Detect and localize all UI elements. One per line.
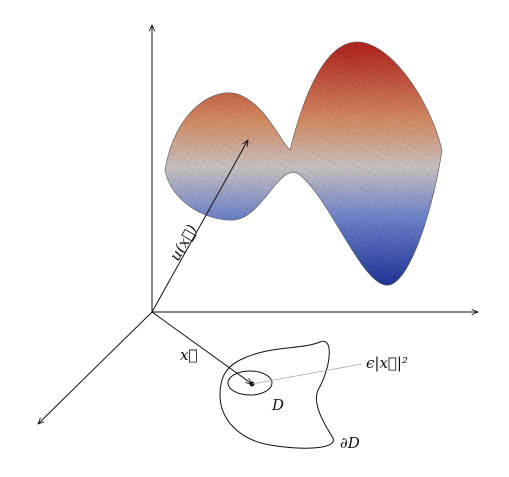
x-axis	[38, 311, 153, 424]
domain-boundary	[219, 340, 334, 449]
x-vector	[151, 311, 252, 384]
leader-line	[251, 363, 363, 385]
surface-mesh	[165, 41, 442, 286]
epsilon-ball	[227, 370, 273, 396]
x-label: x⃗	[180, 346, 197, 364]
epsilon-label: ϵ|x⃗|²	[366, 354, 408, 372]
axes	[38, 25, 478, 424]
domain-label: D	[271, 396, 284, 414]
saddle-surface	[164, 41, 443, 286]
boundary-label: ∂D	[340, 434, 360, 452]
u-label: u(x⃗)	[166, 221, 201, 264]
u-vector	[151, 140, 248, 313]
